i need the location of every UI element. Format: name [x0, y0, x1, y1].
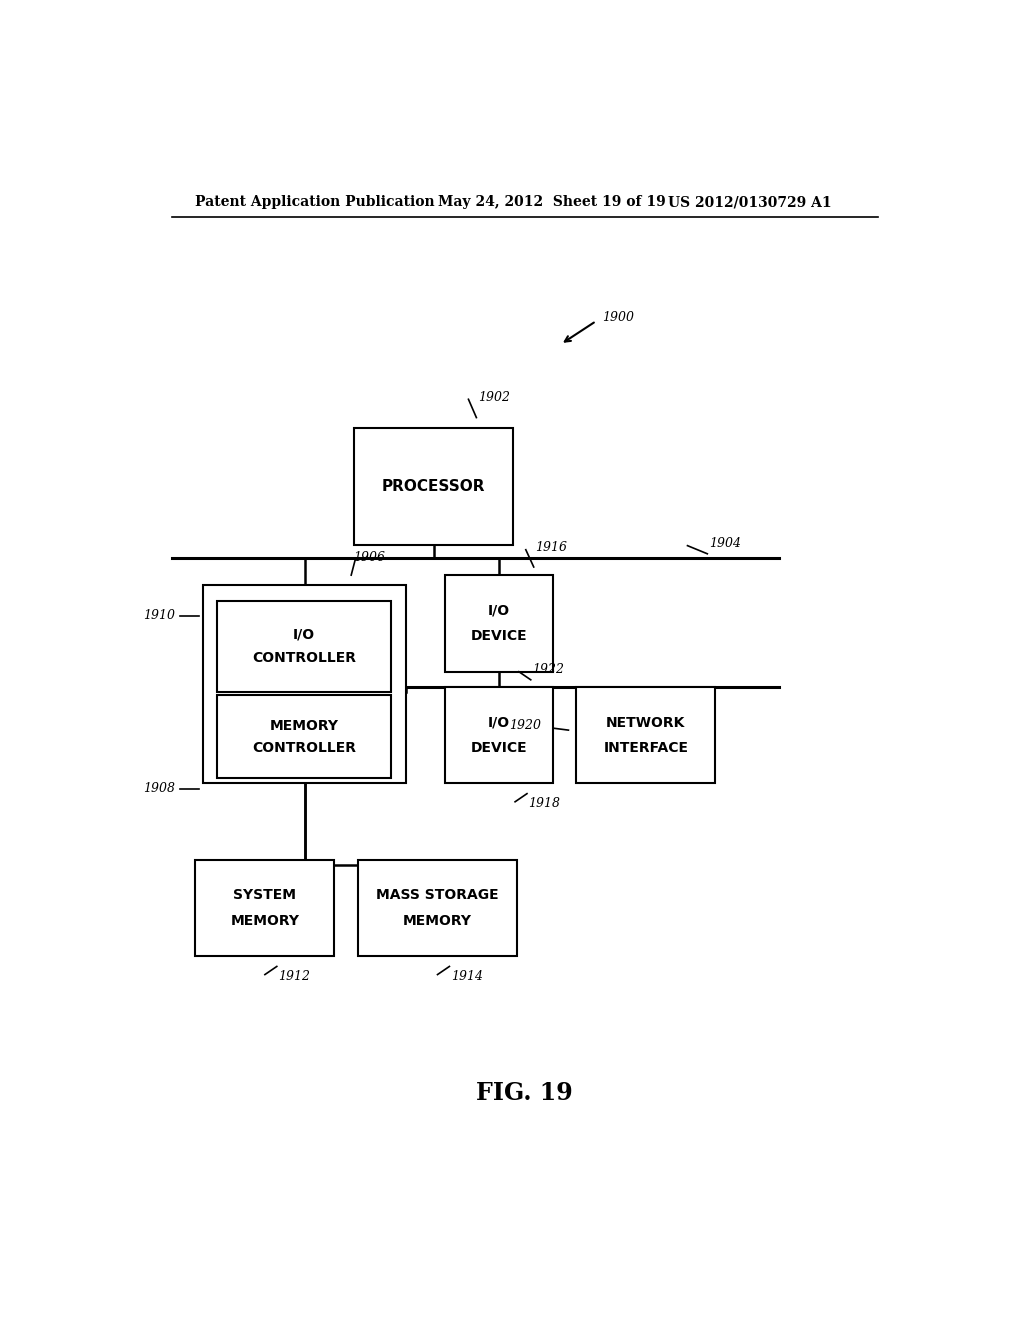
Text: MEMORY: MEMORY — [403, 913, 472, 928]
Bar — [358, 859, 517, 956]
Text: MASS STORAGE: MASS STORAGE — [376, 888, 499, 903]
Text: 1902: 1902 — [478, 391, 510, 404]
Text: 1920: 1920 — [509, 718, 541, 731]
Text: US 2012/0130729 A1: US 2012/0130729 A1 — [668, 195, 831, 209]
Bar — [204, 585, 406, 784]
Text: 1914: 1914 — [451, 970, 483, 983]
Text: I/O: I/O — [293, 627, 315, 642]
Text: CONTROLLER: CONTROLLER — [252, 651, 356, 665]
Text: I/O: I/O — [488, 603, 510, 618]
Text: MEMORY: MEMORY — [269, 719, 339, 733]
Text: I/O: I/O — [488, 715, 510, 730]
Text: 1912: 1912 — [279, 970, 310, 983]
Bar — [196, 859, 334, 956]
Bar — [577, 686, 716, 784]
Text: FIG. 19: FIG. 19 — [476, 1081, 573, 1105]
Text: PROCESSOR: PROCESSOR — [382, 479, 485, 494]
Text: 1908: 1908 — [143, 781, 176, 795]
Text: 1918: 1918 — [528, 797, 560, 810]
Text: 1922: 1922 — [532, 663, 564, 676]
Text: 1900: 1900 — [602, 312, 634, 325]
Text: SYSTEM: SYSTEM — [233, 888, 296, 903]
Text: INTERFACE: INTERFACE — [603, 741, 688, 755]
Bar — [445, 576, 553, 672]
Bar — [445, 686, 553, 784]
Text: CONTROLLER: CONTROLLER — [252, 741, 356, 755]
Text: MEMORY: MEMORY — [230, 913, 299, 928]
Text: NETWORK: NETWORK — [606, 715, 685, 730]
Text: DEVICE: DEVICE — [471, 628, 527, 643]
Text: 1916: 1916 — [536, 541, 567, 554]
Bar — [217, 696, 391, 779]
Text: DEVICE: DEVICE — [471, 741, 527, 755]
Text: Patent Application Publication: Patent Application Publication — [196, 195, 435, 209]
Bar — [217, 601, 391, 692]
Text: 1904: 1904 — [709, 537, 741, 550]
Bar — [354, 428, 513, 545]
Text: May 24, 2012  Sheet 19 of 19: May 24, 2012 Sheet 19 of 19 — [437, 195, 666, 209]
Text: 1910: 1910 — [143, 610, 176, 622]
Text: 1906: 1906 — [353, 552, 385, 565]
